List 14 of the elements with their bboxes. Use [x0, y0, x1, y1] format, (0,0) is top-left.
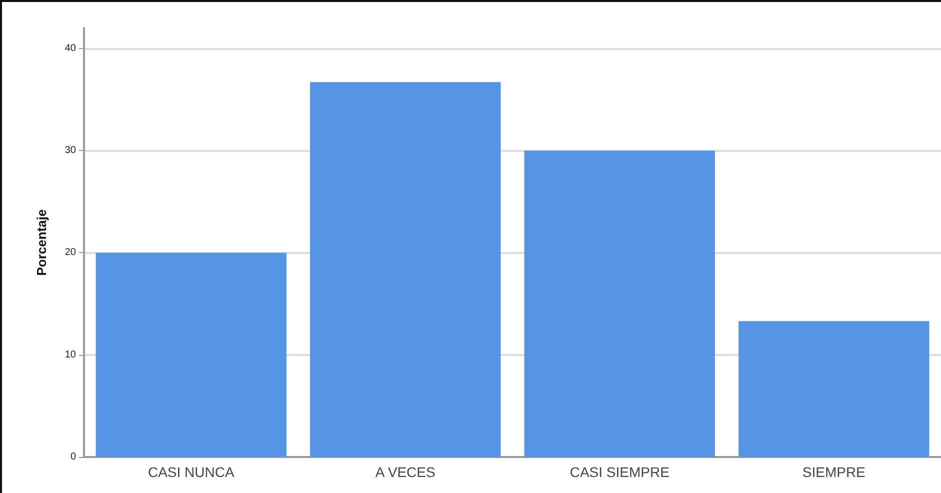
y-tick-label: 40: [64, 42, 76, 54]
bar: [96, 252, 286, 457]
y-axis-title: Porcentaje: [34, 209, 49, 276]
x-tick-label: A VECES: [375, 464, 436, 480]
x-tick-label: CASI SIEMPRE: [570, 464, 670, 480]
bar: [524, 150, 715, 457]
bar: [738, 321, 930, 457]
bar: [310, 82, 501, 457]
y-tick-label: 20: [64, 247, 76, 258]
x-tick-label: CASI NUNCA: [148, 464, 235, 480]
x-tick-label: SIEMPRE: [802, 464, 866, 480]
y-tick-label: 0: [70, 452, 76, 462]
y-tick-label: 30: [64, 145, 76, 156]
y-tick-label: 10: [64, 349, 76, 360]
